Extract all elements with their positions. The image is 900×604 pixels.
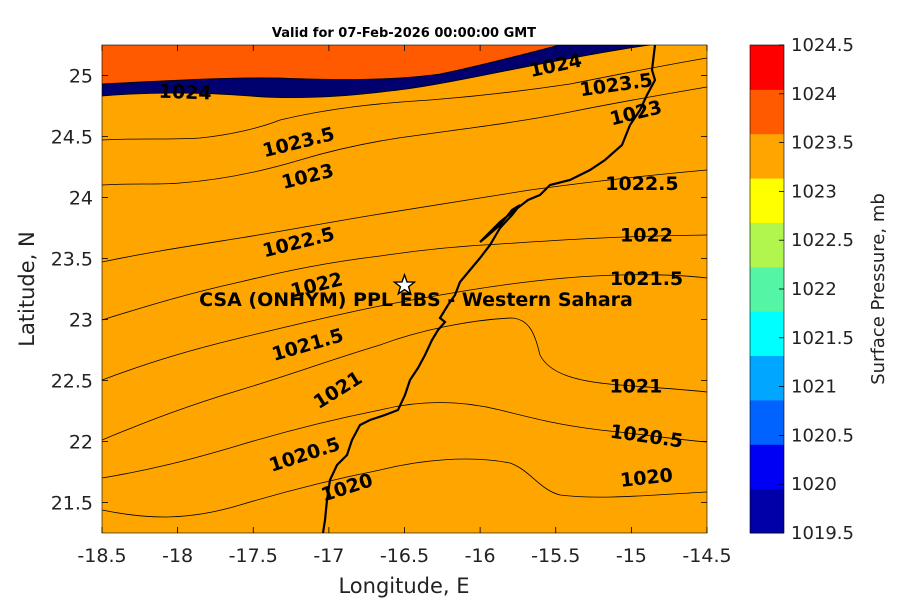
y-tick-label: 23 (69, 310, 93, 332)
colorbar-tick-label: 1022 (791, 279, 837, 300)
contour-label: 1024 (158, 81, 212, 105)
x-tick-label: -17.5 (229, 545, 278, 567)
y-tick-label: 24.5 (51, 127, 93, 149)
colorbar-swatch (750, 399, 784, 445)
band-1024-5 (102, 45, 560, 84)
x-tick-label: -16 (465, 545, 496, 567)
x-tick-label: -16.5 (380, 545, 429, 567)
y-axis-label: Latitude, N (15, 231, 39, 347)
colorbar: 1019.5 1020 1020.5 1021 1021.5 1022 1022.5 1023… (749, 35, 854, 544)
y-tick-label: 24 (69, 188, 93, 210)
colorbar-label: Surface Pressure, mb (868, 193, 889, 385)
colorbar-swatch (750, 133, 784, 179)
contour-label: 1022.5 (605, 173, 678, 195)
x-tick-label: -15.5 (531, 545, 580, 567)
y-tick-label: 22 (69, 432, 93, 454)
colorbar-tick-label: 1020.5 (791, 425, 854, 446)
colorbar-swatch (750, 311, 784, 357)
y-tick-label: 23.5 (51, 249, 93, 271)
y-tick-label: 25 (69, 66, 93, 88)
axis-ticks: -18.5 -18 -17.5 -17 -16.5 -16 -15.5 -15 -14.5 21.… (51, 45, 732, 567)
colorbar-tick-label: 1023 (791, 181, 837, 202)
colorbar-tick-label: 1024 (791, 84, 837, 105)
x-tick-label: -14.5 (682, 545, 731, 567)
site-label: CSA (ONHYM) PPL EBS - Western Sahara (199, 289, 633, 311)
colorbar-swatch (750, 89, 784, 135)
pressure-field (102, 45, 707, 533)
x-tick-label: -18 (162, 545, 193, 567)
colorbar-swatch (750, 444, 784, 490)
x-tick-label: -15 (616, 545, 647, 567)
colorbar-swatch (750, 178, 784, 223)
contour-label: 1022 (620, 224, 673, 246)
y-tick-label: 22.5 (51, 371, 93, 393)
contour-label: 1021 (609, 376, 662, 398)
colorbar-swatch (750, 222, 784, 268)
contour-lines (102, 45, 707, 518)
contour-label: 1021.5 (610, 268, 683, 290)
colorbar-tick-label: 1019.5 (791, 523, 854, 544)
contour-label: 1020 (619, 464, 674, 491)
colorbar-tick-label: 1020 (791, 474, 837, 495)
y-tick-label: 21.5 (51, 493, 93, 515)
colorbar-tick-label: 1021 (791, 377, 837, 398)
colorbar-tick-label: 1021.5 (791, 328, 854, 349)
colorbar-swatch (750, 45, 784, 90)
star-icon[interactable] (392, 272, 417, 296)
colorbar-swatch (750, 355, 784, 401)
colorbar-swatch (750, 266, 784, 312)
colorbar-tick-label: 1022.5 (791, 230, 854, 251)
x-axis-label: Longitude, E (338, 574, 469, 598)
chart-title: Valid for 07-Feb-2026 00:00:00 GMT (272, 26, 536, 41)
colorbar-tick-label: 1024.5 (791, 35, 854, 56)
coastline (321, 45, 657, 533)
x-tick-label: -17 (313, 545, 344, 567)
colorbar-swatch (750, 488, 784, 534)
site-group: CSA (ONHYM) PPL EBS - Western Sahara (199, 272, 633, 311)
colorbar-tick-label: 1023.5 (791, 133, 854, 154)
x-tick-label: -18.5 (77, 545, 126, 567)
